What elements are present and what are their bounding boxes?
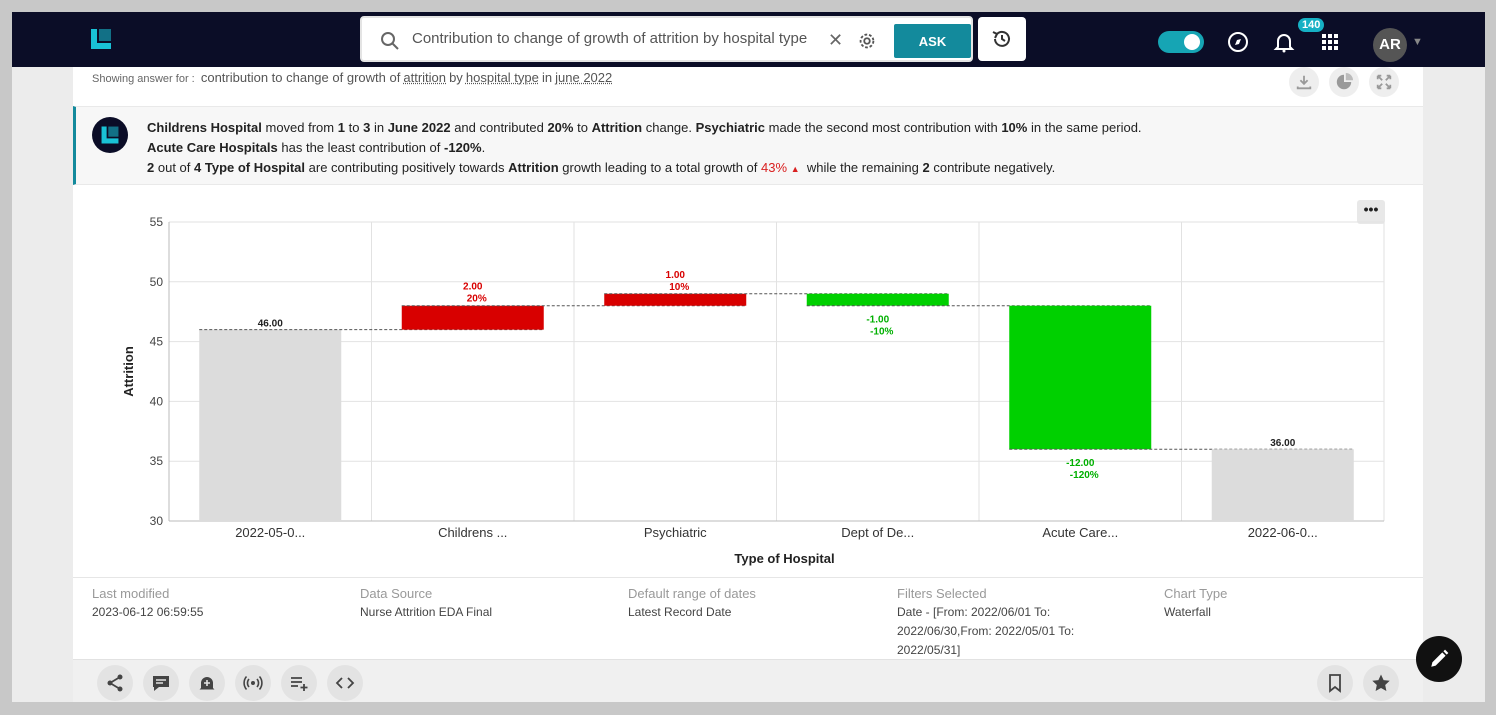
y-tick-label: 50 [150,275,164,289]
meta-data-source: Data Source Nurse Attrition EDA Final [360,586,493,619]
meta-date-range: Default range of dates Latest Record Dat… [628,586,756,619]
comment-button[interactable] [143,665,179,701]
data-percent-label: 20% [467,294,487,305]
compass-icon[interactable] [1226,30,1250,54]
data-percent-label: -120% [1070,470,1099,481]
meta-filters: Filters Selected Date - [From: 2022/06/0… [897,586,1075,657]
share-button[interactable] [97,665,133,701]
comment-icon [153,676,169,691]
playlist-add-icon [291,677,308,691]
card-footer-toolbar [73,659,1423,702]
x-tick-label: 2022-06-0... [1248,525,1318,540]
data-percent-label: 10% [669,282,689,293]
assistant-logo-icon [92,117,128,153]
code-icon [335,677,355,689]
data-label: 1.00 [666,270,686,281]
favorite-button[interactable] [1363,665,1399,701]
avatar[interactable]: AR [1373,28,1407,62]
meta-last-modified: Last modified 2023-06-12 06:59:55 [92,586,204,619]
top-navbar: ✕ ASK 140 [12,12,1485,67]
waterfall-bar [806,293,949,306]
data-label: -1.00 [866,315,889,326]
data-label: 2.00 [463,282,483,293]
x-tick-label: Acute Care... [1042,525,1118,540]
y-axis-title: Attrition [121,346,136,397]
history-button[interactable] [978,17,1026,61]
edit-button[interactable] [1416,636,1462,682]
alert-button[interactable] [189,665,225,701]
x-tick-label: 2022-05-0... [235,525,305,540]
bookmark-icon [1329,674,1341,693]
answer-card: Showing answer for : contribution to cha… [73,67,1423,702]
search-icon [381,32,399,50]
y-tick-label: 40 [150,394,164,408]
expand-button[interactable] [1369,67,1399,97]
download-icon [1296,75,1312,90]
y-tick-label: 30 [150,514,164,528]
insight-line-2: Acute Care Hospitals has the least contr… [147,140,486,155]
share-icon [107,674,123,692]
insight-line-3: 2 out of 4 Type of Hospital are contribu… [147,160,1056,175]
data-label: 36.00 [1270,438,1295,449]
bell-plus-icon [199,677,215,690]
insight-summary: Childrens Hospital moved from 1 to 3 in … [73,106,1423,185]
meta-chart-type: Chart Type Waterfall [1164,586,1228,619]
data-label: 46.00 [258,319,283,330]
broadcast-button[interactable] [235,665,271,701]
chevron-down-icon[interactable]: ▼ [1412,36,1423,48]
expand-icon [1376,74,1392,90]
apps-grid-icon[interactable] [1318,30,1342,54]
y-tick-label: 55 [150,215,164,229]
chart-type-button[interactable] [1329,67,1359,97]
pencil-icon [1431,649,1449,667]
showing-answer-for: Showing answer for : contribution to cha… [92,70,613,85]
gear-icon[interactable] [856,30,878,52]
y-tick-label: 45 [150,335,164,349]
star-icon [1372,674,1390,691]
data-percent-label: -10% [870,327,893,338]
x-axis-title: Type of Hospital [734,551,834,566]
trend-up-icon: ▲ [790,164,800,174]
waterfall-bar [401,305,544,330]
insight-line-1: Childrens Hospital moved from 1 to 3 in … [147,120,1142,135]
more-options-button[interactable]: ••• [1357,200,1385,224]
waterfall-bar [604,293,747,306]
pie-chart-icon [1336,73,1353,90]
notification-badge: 140 [1298,18,1325,32]
waterfall-bar [1211,449,1354,521]
app-logo[interactable] [88,26,114,52]
download-button[interactable] [1289,67,1319,97]
waterfall-bar [1009,305,1152,450]
clear-icon[interactable]: ✕ [828,30,844,50]
add-to-list-button[interactable] [281,665,317,701]
app-window: ✕ ASK 140 [12,12,1485,702]
waterfall-bar [199,329,342,521]
y-tick-label: 35 [150,454,164,468]
broadcast-icon [243,675,263,691]
x-tick-label: Childrens ... [438,525,507,540]
search-box: ✕ ASK [360,16,973,62]
mode-toggle[interactable] [1158,31,1204,53]
embed-code-button[interactable] [327,665,363,701]
ask-button[interactable]: ASK [894,24,971,58]
search-input[interactable] [412,30,832,47]
x-tick-label: Dept of De... [841,525,914,540]
insight-text: Childrens Hospital moved from 1 to 3 in … [147,118,1142,179]
x-tick-label: Psychiatric [644,525,707,540]
chart-metadata: Last modified 2023-06-12 06:59:55 Data S… [73,577,1423,659]
data-label: -12.00 [1066,458,1095,469]
bookmark-button[interactable] [1317,665,1353,701]
history-icon [992,30,1010,47]
bell-icon[interactable] [1272,30,1296,54]
